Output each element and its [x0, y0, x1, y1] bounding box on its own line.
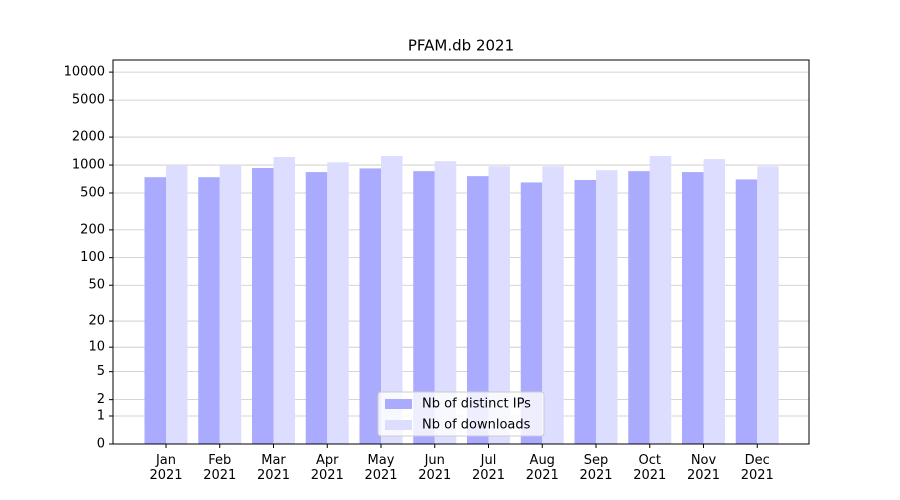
bar	[757, 166, 779, 444]
legend-label: Nb of downloads	[422, 418, 531, 433]
y-tick-label: 2000	[72, 130, 105, 145]
bar	[381, 156, 403, 444]
bar	[327, 162, 349, 444]
bar	[574, 180, 596, 445]
bar	[198, 177, 220, 444]
x-tick-label: Oct 2021	[633, 453, 667, 483]
bar	[649, 156, 672, 444]
y-tick-label: 1	[97, 409, 105, 424]
x-tick-label: May 2021	[364, 453, 398, 483]
chart-title: PFAM.db 2021	[408, 37, 514, 55]
bar	[273, 157, 295, 444]
x-tick-label: Jul 2021	[471, 453, 506, 483]
y-tick-label: 1000	[72, 158, 105, 173]
bar	[166, 165, 188, 444]
bar	[359, 168, 381, 444]
y-tick-label: 2	[97, 392, 105, 407]
x-tick-label: Feb 2021	[203, 453, 237, 483]
y-tick-label: 20	[88, 314, 105, 329]
bar	[682, 172, 704, 445]
bar	[434, 161, 457, 444]
y-tick-label: 10000	[64, 65, 105, 80]
y-tick-label: 0	[97, 437, 105, 452]
x-tick-label: Aug 2021	[525, 453, 559, 483]
bar	[252, 167, 274, 444]
y-tick-label: 100	[80, 250, 105, 265]
bar	[542, 166, 564, 444]
bar	[735, 179, 758, 444]
bar	[305, 172, 328, 445]
y-tick-label: 5	[97, 364, 105, 379]
y-tick-label: 5000	[72, 93, 105, 108]
bar	[520, 182, 543, 445]
x-tick-label: Apr 2021	[310, 453, 344, 483]
y-tick-label: 50	[88, 278, 105, 293]
bar	[219, 165, 242, 444]
bar	[144, 177, 166, 444]
legend-swatch	[385, 399, 412, 409]
bar	[703, 159, 725, 445]
x-tick-label: Jan 2021	[149, 453, 183, 483]
bar	[413, 171, 435, 444]
bar	[596, 170, 618, 444]
bar	[488, 166, 510, 444]
x-tick-label: Dec 2021	[740, 453, 774, 483]
x-tick-label: Sep 2021	[579, 453, 613, 483]
x-tick-label: Jun 2021	[418, 453, 452, 483]
y-tick-label: 200	[80, 222, 105, 237]
bar	[628, 171, 650, 444]
y-tick-label: 500	[80, 185, 105, 200]
x-tick-label: Mar 2021	[256, 453, 291, 483]
legend-swatch	[385, 420, 412, 430]
x-tick-label: Nov 2021	[686, 453, 721, 483]
legend-box	[377, 391, 545, 437]
bar	[467, 176, 489, 445]
y-tick-label: 10	[88, 340, 105, 355]
plot-frame	[112, 59, 810, 445]
legend-label: Nb of distinct IPs	[422, 397, 531, 412]
